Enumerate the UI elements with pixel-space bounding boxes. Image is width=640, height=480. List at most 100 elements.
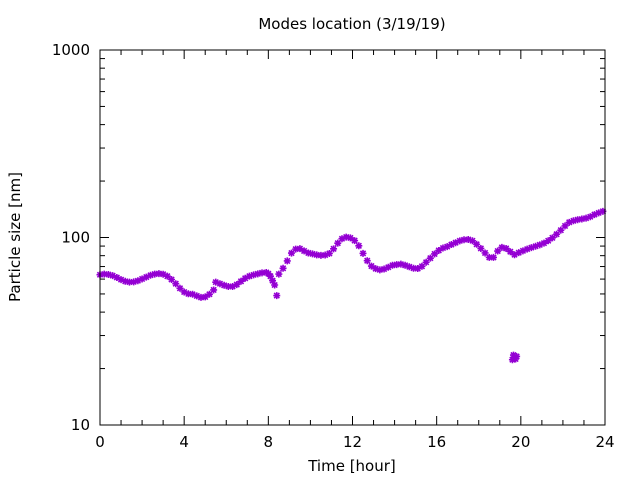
data-point bbox=[212, 278, 220, 286]
data-point bbox=[355, 242, 363, 250]
x-tick-label: 16 bbox=[427, 433, 446, 451]
data-point bbox=[275, 270, 283, 278]
data-point bbox=[523, 245, 531, 253]
data-point bbox=[334, 239, 342, 247]
data-point bbox=[363, 257, 371, 265]
data-points bbox=[96, 207, 607, 364]
x-axis-label: Time [hour] bbox=[307, 457, 396, 475]
data-point bbox=[376, 266, 384, 274]
data-point bbox=[271, 281, 279, 289]
data-point bbox=[220, 281, 228, 289]
x-tick-label: 24 bbox=[595, 433, 614, 451]
data-point bbox=[197, 293, 205, 301]
data-point bbox=[439, 244, 447, 252]
data-point bbox=[443, 243, 451, 251]
data-point bbox=[104, 270, 112, 278]
data-point bbox=[176, 284, 184, 292]
data-point bbox=[422, 258, 430, 266]
data-point bbox=[300, 247, 308, 255]
data-point bbox=[393, 261, 401, 269]
data-point bbox=[210, 286, 218, 294]
data-point bbox=[330, 245, 338, 253]
data-point bbox=[586, 213, 594, 221]
data-point bbox=[561, 222, 569, 230]
data-point bbox=[325, 249, 333, 257]
tick-labels: 0 4 8 12 16 20 24 10 100 1000 bbox=[52, 41, 615, 451]
data-point bbox=[553, 230, 561, 238]
data-point bbox=[109, 272, 117, 280]
data-point bbox=[138, 275, 146, 283]
y-tick-label: 10 bbox=[71, 416, 90, 434]
data-point bbox=[532, 242, 540, 250]
data-point bbox=[155, 270, 163, 278]
data-point bbox=[100, 270, 108, 278]
data-point bbox=[151, 270, 159, 278]
data-point bbox=[590, 211, 598, 219]
data-point bbox=[184, 290, 192, 298]
data-point bbox=[595, 209, 603, 217]
data-point bbox=[582, 214, 590, 222]
data-point bbox=[342, 233, 350, 241]
data-point bbox=[548, 234, 556, 242]
data-point bbox=[578, 215, 586, 223]
data-point bbox=[513, 352, 521, 360]
data-point bbox=[121, 277, 129, 285]
data-point bbox=[481, 249, 489, 257]
data-point bbox=[269, 277, 277, 285]
data-point bbox=[229, 282, 237, 290]
y-tick-label: 100 bbox=[61, 229, 90, 247]
data-point bbox=[304, 249, 312, 257]
data-point bbox=[359, 249, 367, 257]
data-point bbox=[557, 226, 565, 234]
data-point bbox=[193, 292, 201, 300]
data-point bbox=[279, 264, 287, 272]
data-point bbox=[317, 251, 325, 259]
chart-title: Modes location (3/19/19) bbox=[258, 15, 445, 33]
x-tick-label: 12 bbox=[343, 433, 362, 451]
data-point bbox=[468, 237, 476, 245]
data-point bbox=[224, 282, 232, 290]
data-point bbox=[250, 271, 258, 279]
plot-frame bbox=[99, 49, 606, 426]
data-point bbox=[435, 246, 443, 254]
data-point bbox=[511, 251, 519, 259]
data-point bbox=[431, 250, 439, 258]
y-axis-label: Particle size [nm] bbox=[6, 172, 24, 302]
data-point bbox=[258, 269, 266, 277]
data-point bbox=[512, 355, 520, 363]
data-point bbox=[473, 240, 481, 248]
data-point bbox=[130, 278, 138, 286]
data-point bbox=[544, 237, 552, 245]
data-point bbox=[321, 251, 329, 259]
data-point bbox=[527, 244, 535, 252]
data-point bbox=[201, 293, 209, 301]
data-point bbox=[254, 270, 262, 278]
data-point bbox=[245, 272, 253, 280]
data-point bbox=[477, 244, 485, 252]
data-point bbox=[338, 235, 346, 243]
data-point bbox=[142, 273, 150, 281]
data-point bbox=[309, 250, 317, 258]
data-point bbox=[464, 235, 472, 243]
data-point bbox=[498, 243, 506, 251]
data-point bbox=[296, 245, 304, 253]
data-point bbox=[287, 249, 295, 257]
data-point bbox=[180, 288, 188, 296]
data-point bbox=[292, 245, 300, 253]
x-tick-label: 0 bbox=[95, 433, 105, 451]
data-point bbox=[388, 261, 396, 269]
data-point bbox=[273, 292, 281, 300]
data-point bbox=[519, 247, 527, 255]
data-point bbox=[283, 257, 291, 265]
data-point bbox=[401, 261, 409, 269]
data-point bbox=[460, 236, 468, 244]
data-point bbox=[569, 217, 577, 225]
data-point bbox=[134, 277, 142, 285]
data-point bbox=[216, 280, 224, 288]
data-point bbox=[384, 263, 392, 271]
data-point bbox=[489, 253, 497, 261]
data-point bbox=[447, 241, 455, 249]
data-point bbox=[266, 272, 274, 280]
data-point bbox=[380, 265, 388, 273]
data-point bbox=[426, 254, 434, 262]
